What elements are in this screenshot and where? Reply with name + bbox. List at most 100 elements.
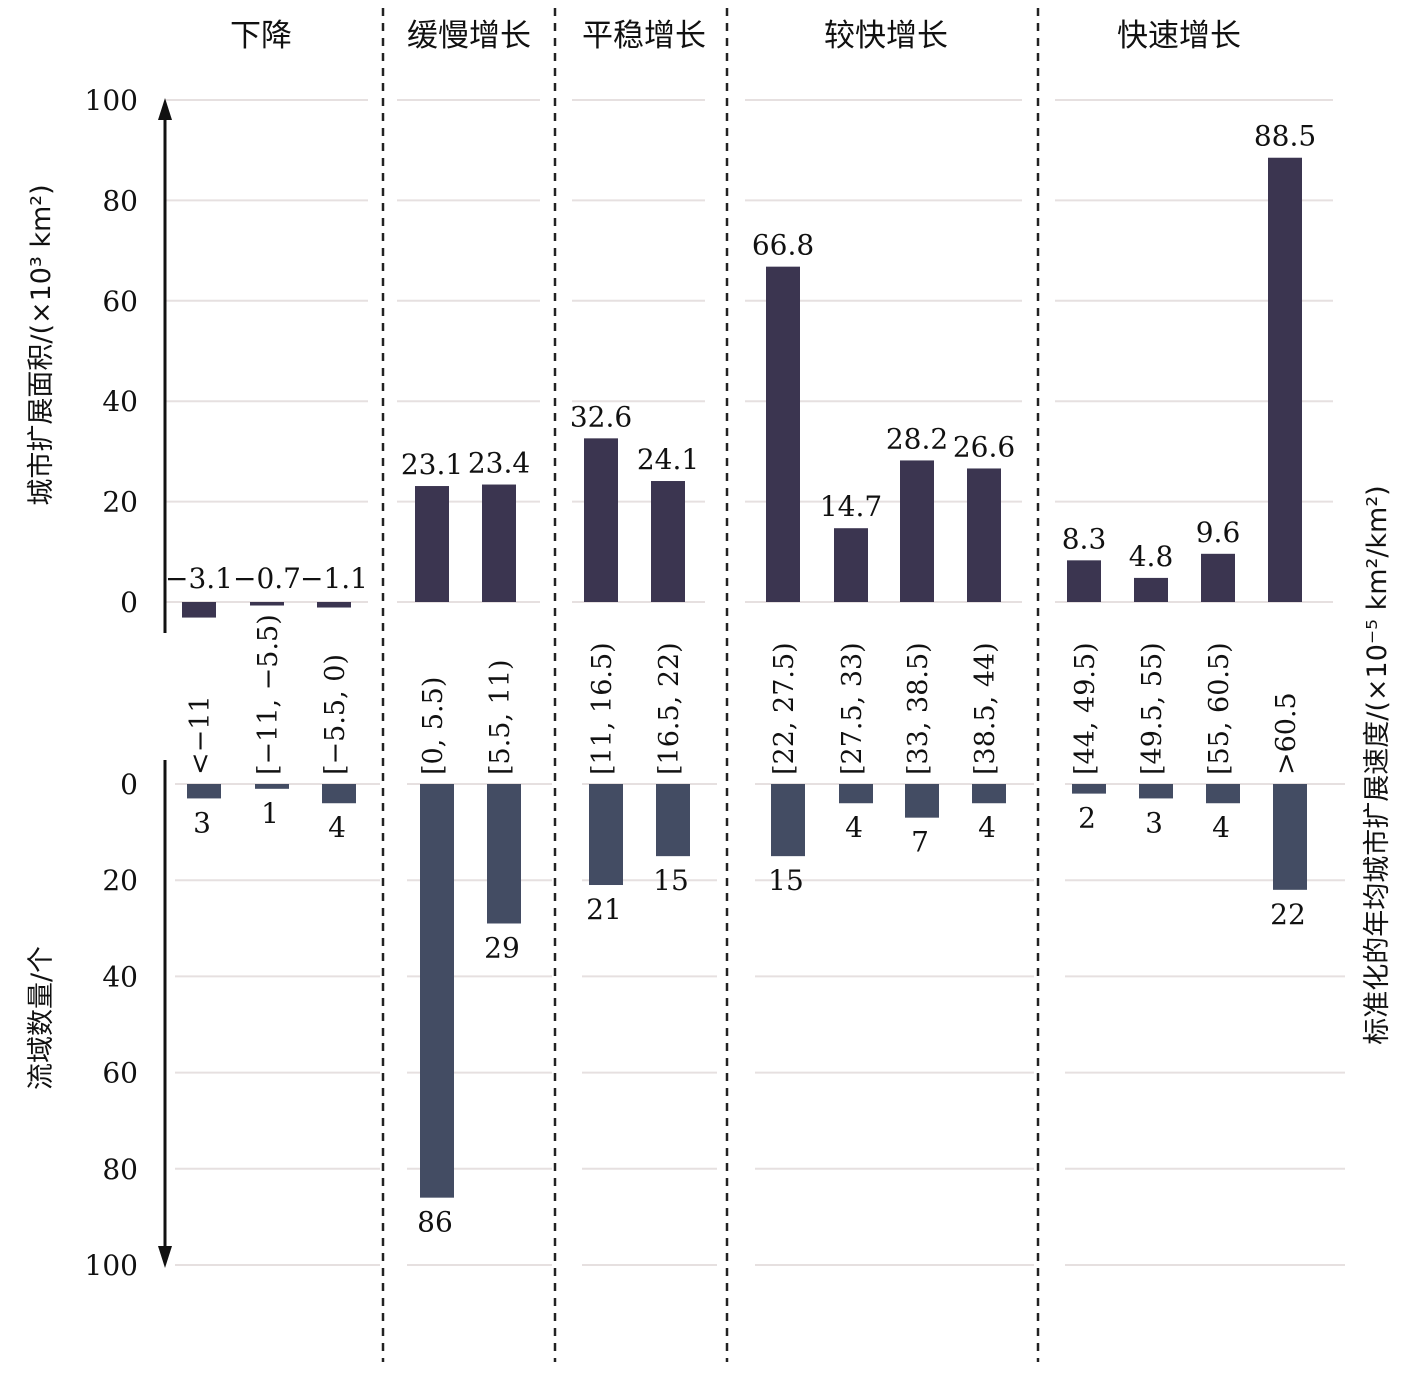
x-axis-title: 标准化的年均城市扩展速度/(×10⁻⁵ km²/km²)	[1362, 485, 1393, 1044]
category-label: [−11, −5.5)	[253, 614, 284, 775]
upper-value-label: 14.7	[820, 490, 882, 523]
upper-value-label: 26.6	[953, 430, 1015, 463]
lower-value-label: 2	[1078, 802, 1096, 835]
lower-tick-label: 60	[102, 1057, 138, 1090]
lower-value-label: 29	[484, 931, 520, 964]
category-label: [49.5, 55)	[1137, 642, 1168, 775]
category-label: [5.5, 11)	[485, 659, 516, 775]
lower-bar	[771, 784, 805, 857]
upper-value-label: 88.5	[1254, 120, 1316, 153]
upper-value-label: −1.1	[300, 562, 368, 595]
lower-tick-label: 40	[102, 960, 138, 993]
category-label: [44, 49.5)	[1070, 642, 1101, 775]
upper-tick-label: 40	[102, 385, 138, 418]
lower-value-label: 22	[1270, 898, 1306, 931]
lower-bar	[255, 784, 289, 789]
upper-bar	[482, 484, 516, 602]
lower-value-label: 7	[911, 826, 929, 859]
lower-bar	[1139, 784, 1173, 799]
upper-value-label: 9.6	[1196, 516, 1241, 549]
upper-value-label: −3.1	[165, 562, 233, 595]
upper-value-label: 28.2	[886, 422, 948, 455]
group-separators	[381, 8, 1040, 1362]
category-label: [−5.5, 0)	[320, 654, 351, 775]
lower-tick-label: 0	[120, 768, 138, 801]
upper-bar	[967, 468, 1001, 602]
lower-bar	[322, 784, 356, 804]
upper-bar	[1067, 560, 1101, 602]
axes	[158, 98, 172, 1268]
upper-arrow-icon	[158, 98, 172, 120]
group-title: 下降	[230, 18, 292, 54]
lower-value-label: 4	[1212, 811, 1230, 844]
lower-bar	[1072, 784, 1106, 794]
upper-value-label: 23.4	[468, 447, 530, 480]
upper-tick-label: 100	[85, 84, 138, 117]
category-label: <−11	[185, 695, 216, 775]
lower-value-label: 3	[1145, 806, 1163, 839]
lower-value-label: 15	[653, 864, 689, 897]
lower-axis-title: 流域数量/个	[26, 946, 57, 1090]
upper-value-label: 23.1	[401, 448, 463, 481]
category-label: >60.5	[1271, 692, 1302, 775]
group-title: 快速增长	[1117, 18, 1241, 54]
category-label: [22, 27.5)	[769, 642, 800, 775]
upper-tick-label: 0	[120, 586, 138, 619]
upper-bar	[766, 266, 800, 602]
upper-value-label: 4.8	[1129, 540, 1174, 573]
group-title: 较快增长	[824, 18, 948, 54]
lower-bar	[1206, 784, 1240, 804]
upper-bar	[1201, 553, 1235, 602]
upper-tick-label: 80	[102, 184, 138, 217]
lower-bar	[1273, 784, 1307, 890]
category-label: [38.5, 44)	[970, 642, 1001, 775]
category-label: [0, 5.5)	[418, 677, 449, 775]
upper-tick-label: 20	[102, 486, 138, 519]
category-label: [33, 38.5)	[903, 642, 934, 775]
category-label: [16.5, 22)	[654, 642, 685, 775]
lower-value-label: 15	[768, 864, 804, 897]
lower-value-label: 4	[978, 811, 996, 844]
upper-tick-label: 60	[102, 285, 138, 318]
lower-value-label: 1	[261, 797, 279, 830]
lower-bar	[420, 784, 454, 1198]
upper-bar	[900, 460, 934, 602]
upper-value-label: −0.7	[233, 562, 301, 595]
lower-tick-label: 20	[102, 864, 138, 897]
upper-value-label: 32.6	[570, 400, 632, 433]
lower-value-label: 4	[845, 811, 863, 844]
group-title: 平稳增长	[582, 18, 706, 54]
upper-bar	[1134, 577, 1168, 602]
upper-bar	[415, 486, 449, 602]
upper-bar	[182, 602, 216, 618]
category-label: [55, 60.5)	[1204, 642, 1235, 775]
upper-bar	[584, 438, 618, 602]
upper-value-label: 66.8	[752, 229, 814, 262]
lower-bar	[972, 784, 1006, 804]
lower-bar	[487, 784, 521, 924]
lower-value-label: 3	[193, 806, 211, 839]
lower-arrow-icon	[158, 1246, 172, 1268]
upper-bar	[250, 602, 284, 606]
lower-tick-label: 100	[85, 1249, 138, 1282]
labels: 100 80 60 40 20 0 0 20 40 60 80 100 城市扩展面积/(×10³ km²…	[26, 18, 1393, 1282]
category-label: [27.5, 33)	[837, 642, 868, 775]
upper-axis-title: 城市扩展面积/(×10³ km²)	[26, 184, 57, 505]
upper-bar	[1268, 157, 1302, 603]
upper-value-label: 8.3	[1062, 522, 1107, 555]
category-label: [11, 16.5)	[587, 642, 618, 775]
upper-bar	[317, 602, 351, 608]
group-title: 缓慢增长	[407, 18, 531, 54]
lower-bar	[187, 784, 221, 799]
lower-bar	[905, 784, 939, 818]
upper-bar	[834, 528, 868, 602]
lower-bar	[656, 784, 690, 857]
upper-bar	[651, 481, 685, 602]
lower-value-label: 21	[586, 893, 622, 926]
lower-bar	[589, 784, 623, 886]
lower-bar	[839, 784, 873, 804]
lower-value-label: 86	[417, 1206, 453, 1239]
bars	[182, 157, 1307, 1198]
upper-value-label: 24.1	[637, 443, 699, 476]
